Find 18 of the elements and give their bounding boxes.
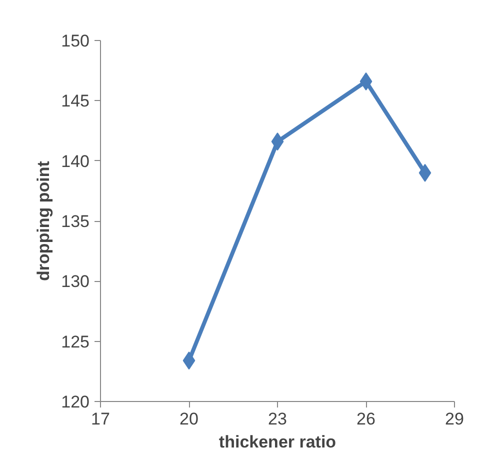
y-tick-label: 120 bbox=[61, 392, 90, 412]
point bbox=[182, 352, 196, 370]
y-tick-label: 135 bbox=[61, 212, 90, 231]
point bbox=[418, 164, 432, 182]
y-tick-label: 140 bbox=[61, 152, 90, 171]
x-tick-label: 26 bbox=[356, 410, 376, 428]
y-tick-label: 125 bbox=[61, 332, 90, 352]
x-tick-label: 23 bbox=[268, 410, 287, 428]
y-tick-label: 145 bbox=[61, 92, 90, 111]
x-tick-label: 17 bbox=[91, 410, 110, 428]
x-tick-label: 20 bbox=[180, 410, 198, 428]
x-axis-title: thickener ratio bbox=[218, 432, 336, 452]
y-axis-title: dropping point bbox=[34, 160, 54, 281]
point bbox=[271, 132, 284, 151]
y-tick-label: 130 bbox=[61, 272, 90, 292]
y-tick-label: 150 bbox=[61, 32, 90, 50]
x-tick-label: 29 bbox=[445, 410, 464, 428]
point bbox=[360, 72, 372, 90]
